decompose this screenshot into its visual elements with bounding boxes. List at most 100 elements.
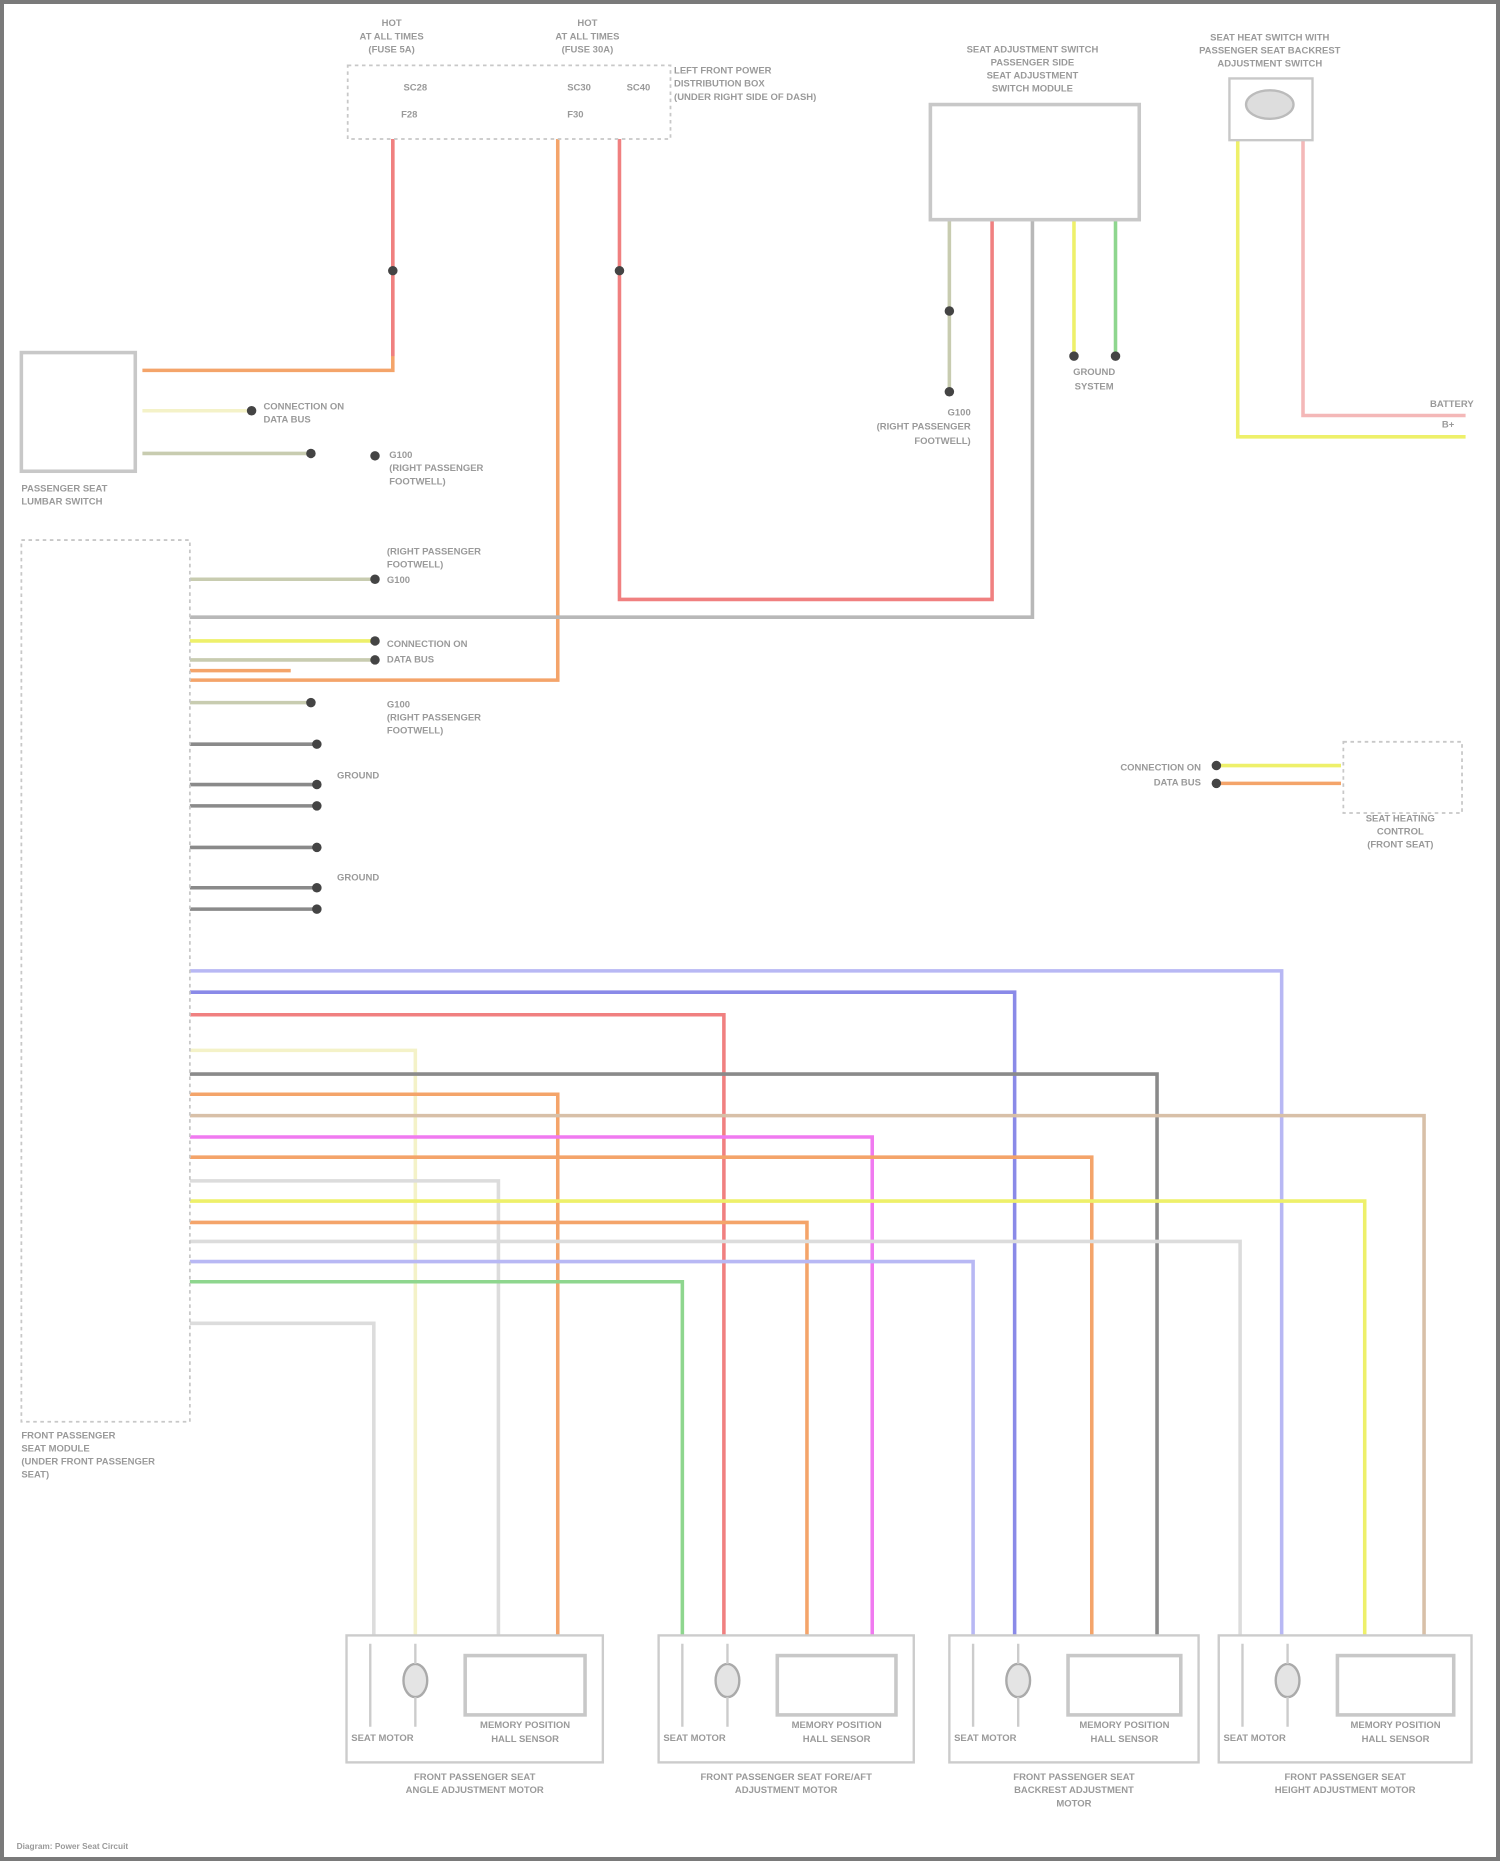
data-bus-label: DATA BUS [387,654,434,665]
wire-tan [189,1113,1426,1638]
motor-leads [369,1643,417,1727]
seat-motor-assembly: SEAT MOTOR MEMORY POSITION HALL SENSOR FRON… [657,1634,915,1796]
fuse-box-label-a: LEFT FRONT POWER [674,66,772,77]
splice-dot [944,306,955,316]
ground-label: GROUND [1073,367,1115,378]
hall-sensor-box [1066,1653,1183,1717]
ground-label: CONNECTION ON [263,402,344,413]
hot-label-1b: AT ALL TIMES [360,31,424,42]
splice-dot [370,636,380,646]
splice-dot [312,842,322,853]
right-module-label: (FRONT SEAT) [1367,839,1433,850]
ground-label: (RIGHT PASSENGER [387,546,481,557]
wires [142,138,1466,1638]
hot-label-1a: HOT [382,18,402,29]
hall-sensor-box [775,1653,898,1717]
motor-label: FRONT PASSENGER SEAT [414,1772,536,1783]
hall-sensor-box [1335,1653,1456,1717]
motor-label: FRONT PASSENGER SEAT [1013,1772,1135,1783]
splice-dot [1069,351,1079,361]
lumbar-switch-label: LUMBAR SWITCH [21,496,102,507]
ground-label: GROUND [337,771,379,782]
wire-magenta [189,1135,875,1638]
motor-label: MEMORY POSITION [1351,1720,1441,1731]
switch-module-label: SEAT ADJUSTMENT SWITCH [967,44,1099,55]
ground-label: G100 [387,575,410,586]
lumbar-switch-label: PASSENGER SEAT [21,483,107,494]
ground-label: FOOTWELL) [387,559,443,570]
splice-dot [370,655,380,665]
wire-pink [1301,140,1466,418]
wire-lightgray [189,1239,1242,1638]
right-bus-label: DATA BUS [1154,778,1201,789]
wire-green [189,1279,685,1638]
motor-label: HALL SENSOR [1362,1734,1430,1745]
splice-dot [312,739,322,749]
wire-red [189,1012,726,1638]
wire-lightgray [189,1179,501,1638]
hall-sensor-box [463,1653,587,1717]
fuse-box-label-c: (UNDER RIGHT SIDE OF DASH) [674,92,816,103]
motor-label: SEAT MOTOR [954,1733,1017,1744]
motor-label: FRONT PASSENGER SEAT FORE/AFT [700,1772,872,1783]
motor-label: ADJUSTMENT MOTOR [735,1785,838,1796]
right-module-label: SEAT HEATING [1366,813,1435,824]
ground-label: (RIGHT PASSENGER [389,463,483,474]
lamp-switch-label: PASSENGER SEAT BACKREST [1199,46,1341,57]
splice-dot [306,448,316,459]
seat-module-label: SEAT) [21,1470,49,1481]
ground-label: SYSTEM [1075,381,1114,392]
ground-label: G100 [389,450,412,461]
lamp-switch-label: SEAT HEAT SWITCH WITH [1210,32,1329,43]
motor-label: HEIGHT ADJUSTMENT MOTOR [1275,1785,1416,1796]
fuse-pin: SC40 [627,82,651,93]
motor-label: BACKREST ADJUSTMENT [1014,1785,1134,1796]
splice-dot [370,451,380,461]
motor-icon [402,1662,429,1699]
motor-label: HALL SENSOR [803,1734,871,1745]
ground-labels: CONNECTION ON DATA BUS G100 (RIGHT PASSE… [263,367,1115,884]
wire-yellow [189,1199,1367,1638]
lamp-icon [1244,89,1295,120]
splice-dot [1211,760,1222,771]
wire-red [617,138,994,602]
splice-dot [388,265,398,276]
wire-orange [142,138,395,373]
seat-motors: SEAT MOTOR MEMORY POSITION HALL SENSOR FRON… [345,1634,1473,1809]
hot-label-1c: (FUSE 5A) [368,44,414,55]
motor-label: SEAT MOTOR [663,1733,726,1744]
ground-label: G100 [387,699,410,710]
ground-label: (RIGHT PASSENGER [877,422,971,433]
seat-module-label: SEAT MODULE [21,1443,89,1454]
lumbar-switch [19,350,138,474]
switch-module-label: PASSENGER SIDE [991,57,1075,68]
motor-label: HALL SENSOR [491,1734,559,1745]
wire-orange [189,138,560,682]
splice-dot [312,801,322,811]
hot-label-2c: (FUSE 30A) [562,44,614,55]
fuse-pin: F30 [567,110,583,121]
fuse-pin: F28 [401,110,417,121]
hot-label-2b: AT ALL TIMES [555,31,619,42]
splice-dot [944,386,955,397]
wire-orange [189,1155,1094,1638]
switch-module-label: SEAT ADJUSTMENT [987,70,1079,81]
wire-orange [189,1220,809,1638]
lamp-switch-label: ADJUSTMENT SWITCH [1217,59,1322,70]
wire-orange [189,1092,560,1638]
splice-dot [614,265,625,276]
splice-dot [312,883,322,893]
motor-label: MEMORY POSITION [1079,1720,1169,1731]
motor-leads [1241,1643,1289,1727]
seat-motor-assembly: SEAT MOTOR MEMORY POSITION HALL SENSOR FRON… [948,1634,1200,1809]
splice-dot [312,904,322,914]
splice-dot [1211,778,1222,789]
right-bus-label: CONNECTION ON [1120,762,1201,773]
splice-dot [370,574,380,584]
seat-module-label: (UNDER FRONT PASSENGER [21,1457,155,1468]
motor-label: HALL SENSOR [1091,1734,1159,1745]
motor-label: MEMORY POSITION [792,1720,882,1731]
wire-yellow [1235,140,1466,439]
